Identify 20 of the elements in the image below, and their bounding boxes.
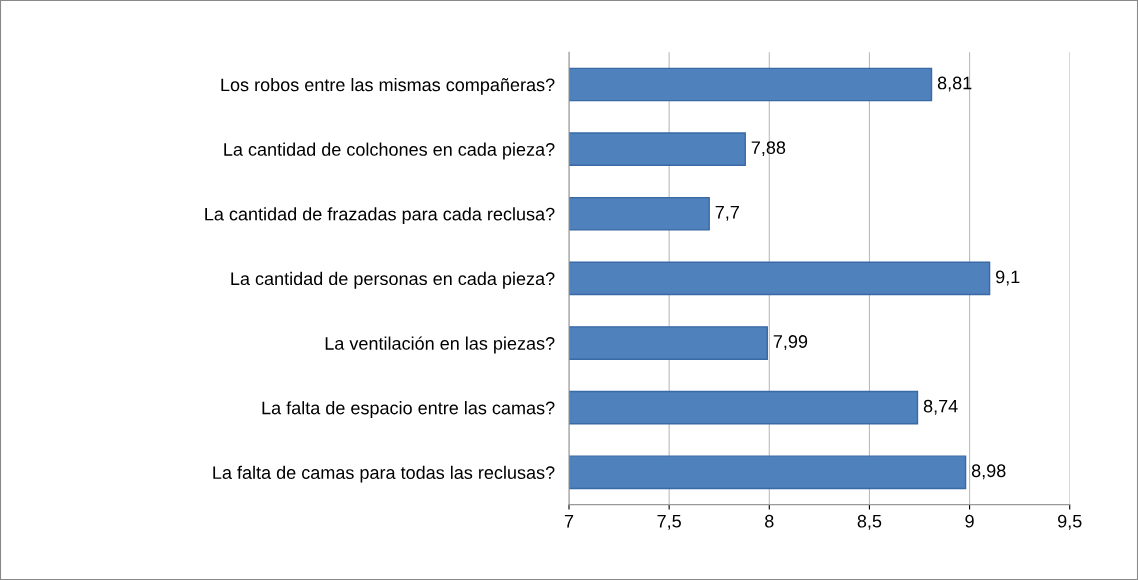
x-tick-label: 9 [965,514,974,528]
y-tick-label: La falta de camas para todas las reclusas? [213,465,555,483]
y-tick-label: Los robos entre las mismas compañeras? [221,77,555,95]
data-label: 8,81 [937,76,972,92]
y-tick-label: La cantidad de colchones en cada pieza? [224,142,555,160]
x-tick-label: 8 [765,514,774,528]
data-label: 7,88 [751,141,786,157]
x-tick-label: 8,5 [857,514,882,530]
data-label: 8,98 [971,464,1006,480]
x-tick-label: 9,5 [1058,514,1082,530]
data-label: 9,1 [996,270,1020,286]
x-tick-label: 7,5 [657,514,681,530]
y-tick-label: La ventilación en las piezas? [325,336,555,354]
data-label: 7,99 [773,335,808,351]
y-tick-label: La cantidad de personas en cada pieza? [231,271,555,289]
data-label: 7,7 [715,206,739,221]
y-tick-label: La falta de espacio entre las camas? [262,401,555,418]
data-label: 8,74 [923,399,958,415]
y-tick-label: La cantidad de frazadas para cada reclusa? [205,207,555,225]
x-tick-label: 7 [564,514,574,528]
